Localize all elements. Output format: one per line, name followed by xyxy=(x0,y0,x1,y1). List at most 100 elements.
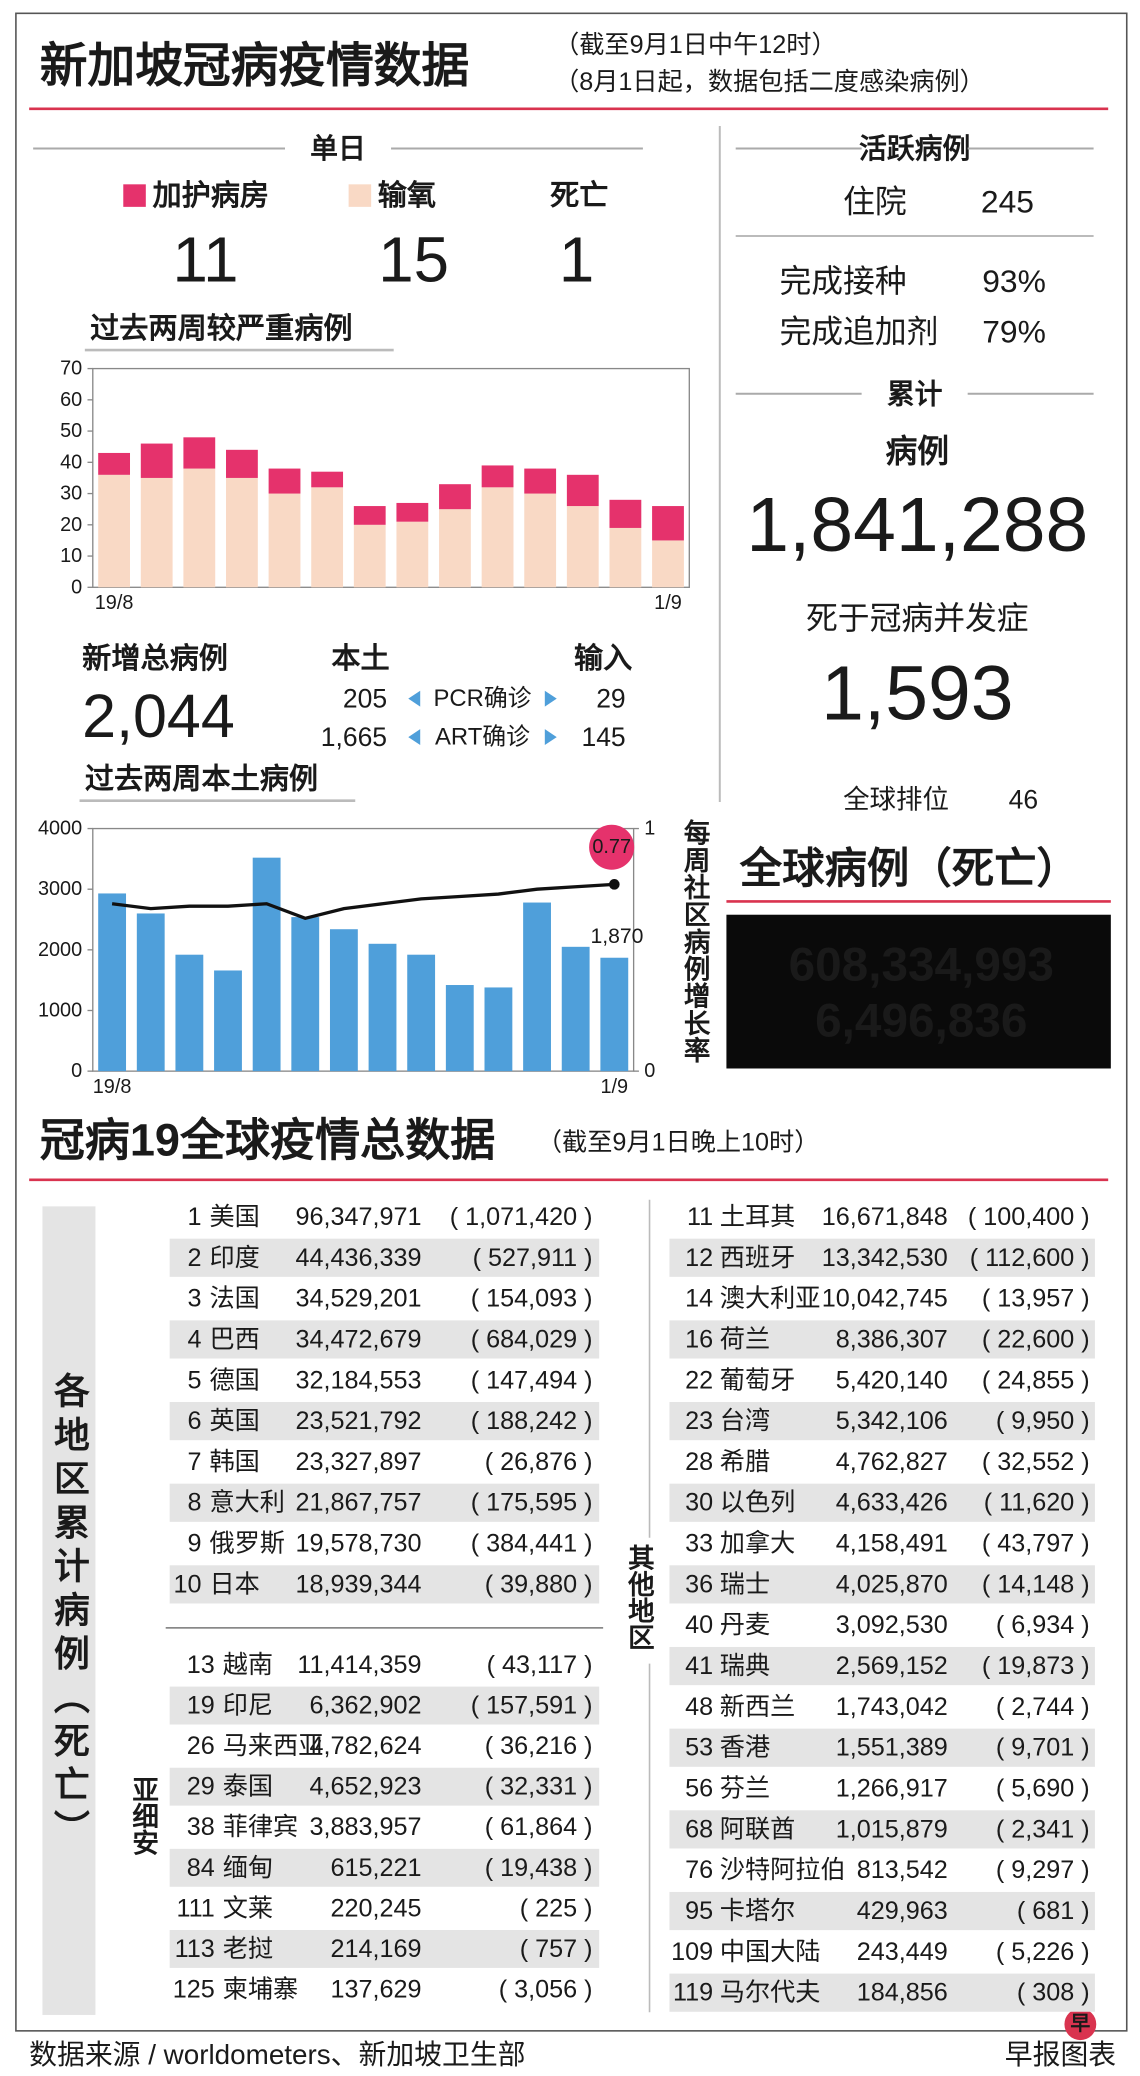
row-band xyxy=(169,1686,600,1725)
cases: 4,158,491 xyxy=(836,1530,948,1558)
rank: 10 xyxy=(173,1570,201,1598)
country: 以色列 xyxy=(720,1489,796,1517)
row-band xyxy=(669,1402,1095,1441)
y-tick-label: 0 xyxy=(71,1060,82,1082)
value: 79% xyxy=(982,313,1046,349)
bar-segment xyxy=(524,493,557,588)
rank: 14 xyxy=(685,1285,713,1313)
cases: 243,449 xyxy=(857,1938,948,1966)
cases: 4,025,870 xyxy=(836,1570,948,1598)
local-value: 1,665 xyxy=(321,722,387,752)
bar-segment xyxy=(566,506,599,588)
bar xyxy=(136,913,165,1072)
country: 台湾 xyxy=(720,1407,770,1435)
rank: 36 xyxy=(685,1570,713,1598)
cases: 1,551,389 xyxy=(836,1734,948,1762)
legend-label: 加护病房 xyxy=(152,179,269,212)
label: 全球排位 xyxy=(843,784,949,814)
deaths: ( 5,226 ) xyxy=(996,1938,1090,1966)
bar xyxy=(523,902,551,1072)
country: 马来西亚 xyxy=(223,1732,324,1760)
rank: 30 xyxy=(685,1489,713,1517)
country: 新西兰 xyxy=(720,1693,796,1721)
cases: 4,762,827 xyxy=(836,1448,948,1476)
y-tick-label: 3000 xyxy=(38,878,82,900)
deaths: ( 19,438 ) xyxy=(485,1854,593,1882)
global-deaths: 6,496,836 xyxy=(815,994,1027,1047)
bar-segment xyxy=(311,471,344,488)
group-label: 亚细安 xyxy=(128,1776,158,1856)
bar-segment xyxy=(439,509,471,588)
rank: 53 xyxy=(685,1734,713,1762)
country: 中国大陆 xyxy=(720,1938,821,1966)
deaths: ( 1,071,420 ) xyxy=(450,1203,593,1231)
country: 瑞典 xyxy=(720,1652,770,1680)
x-tick-label: 19/8 xyxy=(93,1076,132,1098)
plot-frame xyxy=(92,827,635,1072)
line xyxy=(111,882,615,921)
legend-label: 死亡 xyxy=(550,179,608,212)
rank: 12 xyxy=(685,1244,713,1272)
rank: 3 xyxy=(187,1285,201,1313)
section-heading: 单日 xyxy=(310,133,366,164)
value: 46 xyxy=(1009,784,1038,814)
rank: 23 xyxy=(685,1407,713,1435)
bar-segment xyxy=(353,524,386,588)
frame xyxy=(15,12,1128,2032)
y2-tick-label: 0 xyxy=(644,1060,655,1082)
cases: 96,347,971 xyxy=(296,1203,422,1231)
rank: 4 xyxy=(187,1325,201,1353)
bar-segment xyxy=(183,468,216,588)
bar xyxy=(98,893,127,1072)
country: 印度 xyxy=(209,1244,259,1272)
cases: 3,883,957 xyxy=(310,1813,422,1841)
row-band xyxy=(169,1483,600,1522)
rank: 48 xyxy=(685,1693,713,1721)
deaths: ( 157,591 ) xyxy=(471,1692,593,1720)
rank: 76 xyxy=(685,1856,713,1884)
y2-axis-label: 每周社区病例增长率 xyxy=(680,819,710,1064)
bar-segment xyxy=(140,477,173,588)
note: （8月1日起，数据包括二度感染病例） xyxy=(554,68,985,96)
rank: 111 xyxy=(176,1894,214,1922)
row-band xyxy=(669,1320,1095,1359)
rank: 5 xyxy=(187,1366,201,1394)
row-band xyxy=(669,1728,1095,1767)
cases: 5,420,140 xyxy=(836,1366,948,1394)
country: 越南 xyxy=(223,1651,273,1679)
section-title: 冠病19全球疫情总数据 xyxy=(40,1115,496,1166)
y-tick-label: 10 xyxy=(60,545,82,567)
deaths: ( 684,029 ) xyxy=(471,1325,593,1353)
cases: 34,472,679 xyxy=(296,1325,422,1353)
rank: 119 xyxy=(673,1979,713,2007)
y2-tick-label: 1 xyxy=(644,818,655,840)
row-band xyxy=(169,1848,600,1887)
cases: 8,386,307 xyxy=(836,1325,948,1353)
bar-segment xyxy=(311,487,344,588)
bar xyxy=(214,970,242,1072)
logo-text: 早 xyxy=(1070,2013,1090,2035)
logo xyxy=(1064,2008,1097,2041)
imported-value: 145 xyxy=(581,722,625,752)
point xyxy=(609,879,620,890)
deaths: ( 36,216 ) xyxy=(485,1732,593,1760)
cases: 34,529,201 xyxy=(296,1285,422,1313)
cases: 1,743,042 xyxy=(836,1693,948,1721)
row-band xyxy=(669,1810,1095,1849)
row-band xyxy=(669,1891,1095,1931)
y-tick-label: 30 xyxy=(60,483,82,505)
cases: 23,327,897 xyxy=(296,1448,422,1476)
deaths: ( 100,400 ) xyxy=(968,1203,1090,1231)
label: 完成追加剂 xyxy=(779,313,938,349)
row-band xyxy=(169,1238,600,1277)
column-label: 输入 xyxy=(574,641,632,675)
bar-segment xyxy=(268,468,301,494)
country: 澳大利亚 xyxy=(720,1285,821,1313)
deaths: ( 2,744 ) xyxy=(996,1693,1090,1721)
deaths: ( 225 ) xyxy=(520,1894,593,1922)
rank: 11 xyxy=(687,1203,713,1231)
deaths: ( 5,690 ) xyxy=(996,1775,1090,1803)
y-tick-label: 60 xyxy=(60,389,82,411)
cases: 6,362,902 xyxy=(310,1692,422,1720)
title: 新加坡冠病疫情数据 xyxy=(40,40,469,93)
